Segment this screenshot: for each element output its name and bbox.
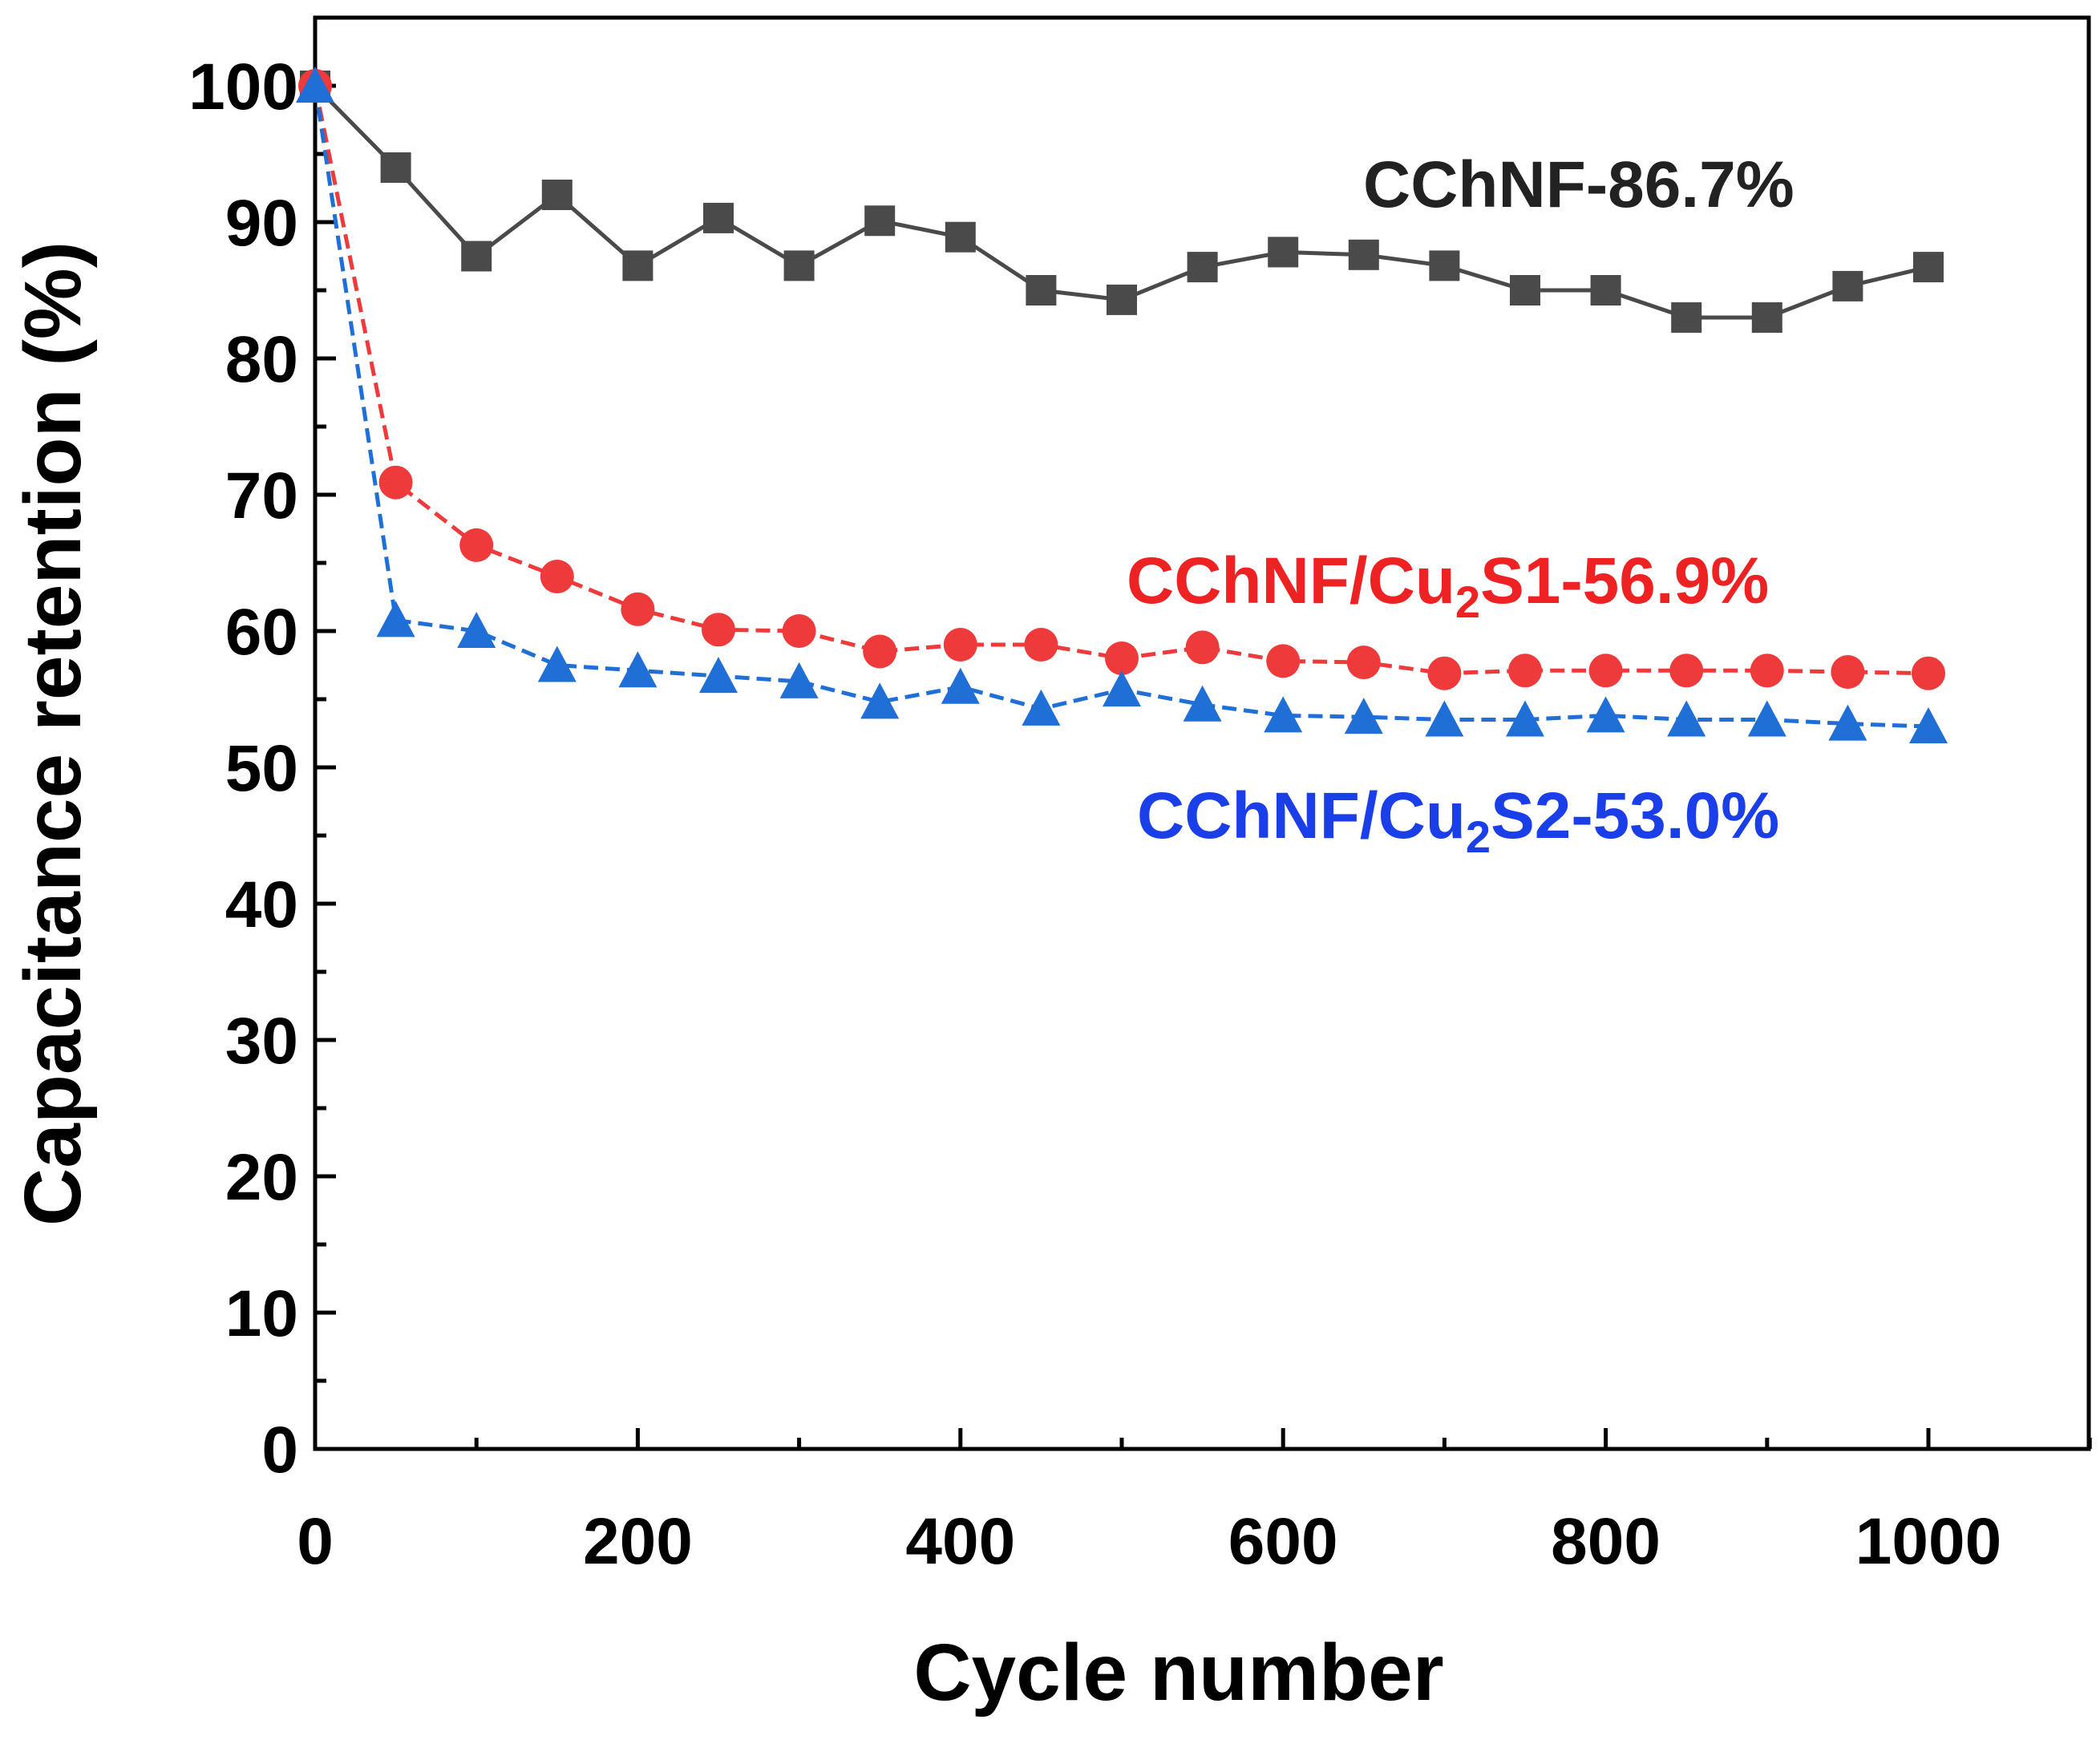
x-axis-title: Cycle number bbox=[913, 1628, 1443, 1718]
data-point bbox=[296, 67, 334, 103]
data-point bbox=[1667, 700, 1706, 737]
y-tick-label: 90 bbox=[225, 187, 298, 260]
data-point bbox=[945, 221, 976, 253]
data-point bbox=[1831, 655, 1865, 689]
y-tick-label: 40 bbox=[225, 868, 298, 941]
y-axis-title: Capacitance retention (%) bbox=[8, 241, 98, 1226]
data-point bbox=[941, 667, 980, 704]
x-tick-label: 200 bbox=[583, 1505, 693, 1578]
data-point bbox=[1669, 654, 1704, 688]
data-point bbox=[376, 601, 415, 637]
data-point bbox=[1747, 700, 1786, 737]
data-point bbox=[380, 152, 411, 183]
data-point bbox=[1510, 275, 1540, 306]
series-layer bbox=[296, 67, 1948, 743]
data-point bbox=[1024, 628, 1058, 662]
data-point bbox=[1427, 656, 1462, 690]
data-point bbox=[782, 614, 816, 648]
x-tick-label: 0 bbox=[297, 1505, 334, 1578]
data-point bbox=[1586, 696, 1625, 733]
data-point bbox=[1751, 302, 1782, 333]
data-point bbox=[1264, 696, 1303, 733]
plot-frame bbox=[313, 15, 2091, 1451]
data-point bbox=[1590, 275, 1621, 306]
data-point bbox=[1750, 654, 1784, 688]
data-point bbox=[779, 662, 819, 698]
data-point bbox=[461, 241, 492, 272]
data-point bbox=[1103, 670, 1141, 707]
x-tick-label: 1000 bbox=[1855, 1505, 2001, 1578]
data-point bbox=[783, 250, 815, 281]
data-point bbox=[1268, 237, 1299, 268]
data-point bbox=[1912, 656, 1945, 690]
data-point bbox=[1266, 644, 1301, 678]
y-tick-label: 70 bbox=[225, 459, 298, 532]
y-tick-label: 10 bbox=[225, 1277, 298, 1350]
data-point bbox=[1187, 252, 1218, 283]
data-point bbox=[541, 180, 573, 210]
data-point bbox=[1425, 700, 1464, 737]
data-point bbox=[622, 250, 653, 281]
y-tick-label: 20 bbox=[225, 1141, 298, 1214]
data-point bbox=[1026, 275, 1057, 306]
y-tick-label: 100 bbox=[188, 51, 298, 123]
data-point bbox=[1185, 630, 1220, 665]
y-tick-label: 80 bbox=[225, 323, 298, 396]
data-point bbox=[699, 657, 738, 694]
data-point bbox=[1671, 302, 1702, 333]
data-point bbox=[540, 560, 574, 593]
data-point bbox=[864, 205, 896, 237]
data-point bbox=[1508, 654, 1542, 688]
y-tick-labels: 0 10 20 30 40 50 60 70 80 90 100 bbox=[188, 51, 298, 1487]
data-point bbox=[1832, 270, 1863, 301]
data-point bbox=[863, 634, 897, 669]
series-cchnf bbox=[300, 71, 1944, 333]
data-point bbox=[1506, 700, 1544, 737]
data-point bbox=[457, 612, 496, 648]
data-point bbox=[1022, 689, 1061, 726]
data-point bbox=[1909, 707, 1948, 743]
x-tick-labels: 0 200 400 600 800 1000 bbox=[297, 1505, 2001, 1578]
annotation-cchnf-cu2s2: CChNF/Cu2S2-53.0% bbox=[1137, 779, 1779, 862]
data-point bbox=[703, 202, 734, 233]
data-point bbox=[702, 613, 735, 647]
data-point bbox=[618, 651, 658, 688]
data-point bbox=[1828, 704, 1867, 741]
y-tick-label: 60 bbox=[225, 596, 298, 669]
data-point bbox=[1183, 685, 1222, 722]
data-point bbox=[621, 592, 655, 626]
annotation-cchnf: CChNF-86.7% bbox=[1363, 148, 1795, 221]
data-point bbox=[1346, 645, 1381, 680]
series-cchnf-cu2s2 bbox=[296, 67, 1948, 743]
data-point bbox=[860, 682, 900, 719]
x-tick-label: 800 bbox=[1551, 1505, 1661, 1578]
y-tick-label: 30 bbox=[225, 1005, 298, 1078]
data-point bbox=[1107, 284, 1137, 315]
data-point bbox=[1344, 698, 1383, 734]
data-point bbox=[378, 465, 413, 500]
x-tick-label: 600 bbox=[1228, 1505, 1338, 1578]
data-point bbox=[1913, 252, 1944, 283]
data-point bbox=[1429, 250, 1460, 281]
data-point bbox=[537, 645, 577, 682]
data-point bbox=[1348, 239, 1379, 270]
data-point bbox=[1105, 641, 1139, 675]
axis-ticks bbox=[313, 83, 2092, 1451]
data-point bbox=[459, 528, 494, 562]
x-tick-label: 400 bbox=[905, 1505, 1015, 1578]
data-point bbox=[943, 628, 977, 662]
data-point bbox=[1588, 654, 1623, 688]
y-tick-label: 50 bbox=[225, 732, 298, 805]
series-cchnf-cu2s1 bbox=[298, 69, 1945, 690]
annotation-cchnf-cu2s1: CChNF/Cu2S1-56.9% bbox=[1127, 544, 1769, 627]
y-tick-label: 0 bbox=[261, 1414, 298, 1487]
